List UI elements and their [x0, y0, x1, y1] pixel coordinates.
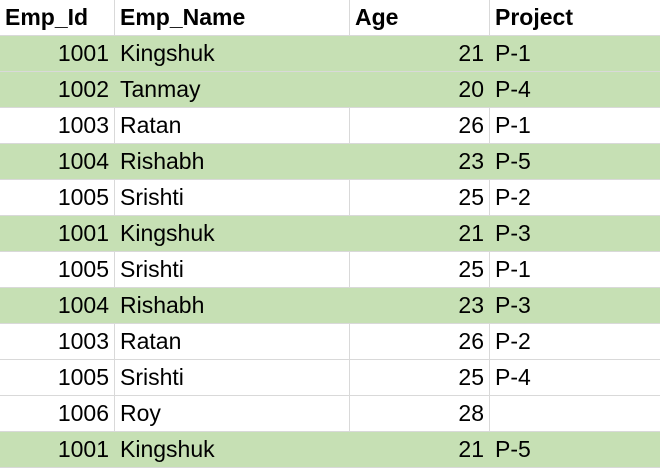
cell-age[interactable]: 20 [350, 72, 490, 107]
cell-age[interactable]: 26 [350, 324, 490, 359]
header-age[interactable]: Age [350, 0, 490, 35]
cell-emp-id[interactable]: 1005 [0, 180, 115, 215]
table-row: 1005 Srishti 25 P-4 [0, 360, 660, 396]
cell-emp-id[interactable]: 1001 [0, 432, 115, 467]
cell-emp-name[interactable]: Kingshuk [115, 36, 350, 71]
cell-emp-name[interactable]: Srishti [115, 180, 350, 215]
cell-emp-id[interactable]: 1005 [0, 252, 115, 287]
cell-age[interactable]: 25 [350, 360, 490, 395]
table-row: 1003 Ratan 26 P-1 [0, 108, 660, 144]
cell-emp-id[interactable]: 1004 [0, 144, 115, 179]
cell-emp-id[interactable]: 1002 [0, 72, 115, 107]
cell-emp-name[interactable]: Ratan [115, 324, 350, 359]
cell-age[interactable]: 21 [350, 432, 490, 467]
cell-emp-name[interactable]: Kingshuk [115, 432, 350, 467]
cell-project[interactable]: P-1 [495, 40, 531, 66]
header-emp-name[interactable]: Emp_Name [115, 0, 350, 35]
cell-project[interactable]: P-4 [495, 364, 531, 390]
cell-age[interactable]: 21 [350, 36, 490, 71]
table-row: 1005 Srishti 25 P-1 [0, 252, 660, 288]
cell-emp-name[interactable]: Kingshuk [115, 216, 350, 251]
cell-emp-name[interactable]: Rishabh [115, 288, 350, 323]
cell-project[interactable]: P-2 [495, 184, 531, 210]
cell-emp-id[interactable]: 1005 [0, 360, 115, 395]
table-row: 1005 Srishti 25 P-2 [0, 180, 660, 216]
header-project[interactable]: Project [495, 4, 573, 30]
cell-emp-name[interactable]: Srishti [115, 360, 350, 395]
table-row: 1003 Ratan 26 P-2 [0, 324, 660, 360]
cell-emp-name[interactable]: Tanmay [115, 72, 350, 107]
cell-emp-id[interactable]: 1003 [0, 108, 115, 143]
cell-emp-id[interactable]: 1001 [0, 36, 115, 71]
cell-age[interactable]: 21 [350, 216, 490, 251]
cell-project[interactable]: P-1 [495, 112, 531, 138]
cell-emp-id[interactable]: 1004 [0, 288, 115, 323]
cell-project[interactable]: P-3 [495, 292, 531, 318]
cell-emp-id[interactable]: 1003 [0, 324, 115, 359]
cell-project[interactable]: P-3 [495, 220, 531, 246]
cell-age[interactable]: 23 [350, 144, 490, 179]
cell-project[interactable]: P-1 [495, 256, 531, 282]
cell-project[interactable]: P-2 [495, 328, 531, 354]
cell-emp-name[interactable]: Ratan [115, 108, 350, 143]
cell-project[interactable]: P-5 [495, 436, 531, 462]
cell-emp-name[interactable]: Roy [115, 396, 350, 431]
cell-age[interactable]: 25 [350, 252, 490, 287]
header-row: Emp_Id Emp_Name Age Project [0, 0, 660, 36]
cell-emp-name[interactable]: Rishabh [115, 144, 350, 179]
cell-age[interactable]: 23 [350, 288, 490, 323]
header-emp-id[interactable]: Emp_Id [0, 0, 115, 35]
cell-project[interactable]: P-5 [495, 148, 531, 174]
table-row: 1004 Rishabh 23 P-5 [0, 144, 660, 180]
table-row: 1001 Kingshuk 21 P-3 [0, 216, 660, 252]
cell-emp-id[interactable]: 1001 [0, 216, 115, 251]
table-row: 1001 Kingshuk 21 P-1 [0, 36, 660, 72]
cell-project[interactable]: P-4 [495, 76, 531, 102]
table-row: 1006 Roy 28 [0, 396, 660, 432]
table-body: 1001 Kingshuk 21 P-1 1002 Tanmay 20 P-4 1003 Rata… [0, 36, 660, 468]
cell-age[interactable]: 26 [350, 108, 490, 143]
table-row: 1001 Kingshuk 21 P-5 [0, 432, 660, 468]
cell-emp-id[interactable]: 1006 [0, 396, 115, 431]
cell-age[interactable]: 28 [350, 396, 490, 431]
table-row: 1004 Rishabh 23 P-3 [0, 288, 660, 324]
cell-age[interactable]: 25 [350, 180, 490, 215]
cell-project[interactable] [490, 396, 660, 431]
table-row: 1002 Tanmay 20 P-4 [0, 72, 660, 108]
cell-emp-name[interactable]: Srishti [115, 252, 350, 287]
